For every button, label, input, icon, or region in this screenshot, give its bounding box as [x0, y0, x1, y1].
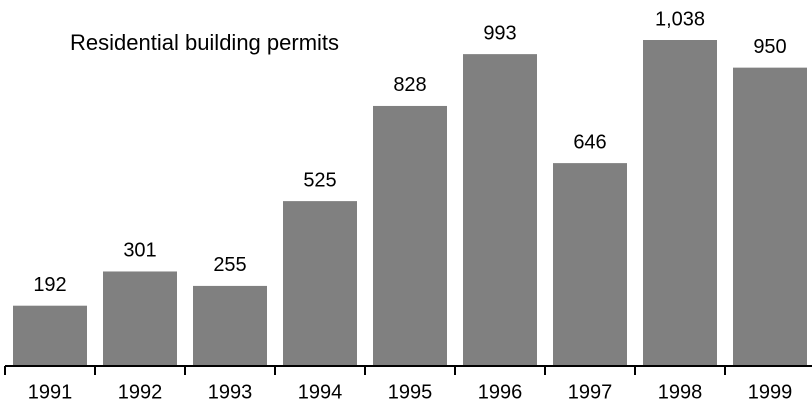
x-tick-label: 1991	[28, 381, 73, 403]
x-tick-label: 1993	[208, 381, 253, 403]
bar	[283, 201, 357, 366]
bar	[13, 305, 87, 366]
bar	[103, 271, 177, 366]
bar	[193, 285, 267, 366]
value-label: 950	[753, 36, 786, 58]
value-label: 301	[123, 240, 156, 262]
value-label: 192	[33, 274, 66, 296]
chart-title: Residential building permits	[70, 30, 339, 55]
value-label: 646	[573, 131, 606, 153]
value-label: 828	[393, 74, 426, 96]
x-tick-label: 1998	[658, 381, 703, 403]
x-tick-label: 1994	[298, 381, 343, 403]
bar	[373, 105, 447, 366]
bar	[553, 163, 627, 366]
x-tick-label: 1992	[118, 381, 163, 403]
value-label: 993	[483, 22, 516, 44]
bar	[643, 40, 717, 366]
bar	[463, 54, 537, 367]
bar	[733, 67, 807, 367]
value-label: 1,038	[655, 8, 705, 30]
value-label: 525	[303, 169, 336, 191]
value-label: 255	[213, 254, 246, 276]
x-tick-label: 1997	[568, 381, 613, 403]
x-tick-label: 1999	[748, 381, 793, 403]
x-tick-label: 1996	[478, 381, 523, 403]
x-tick-label: 1995	[388, 381, 433, 403]
